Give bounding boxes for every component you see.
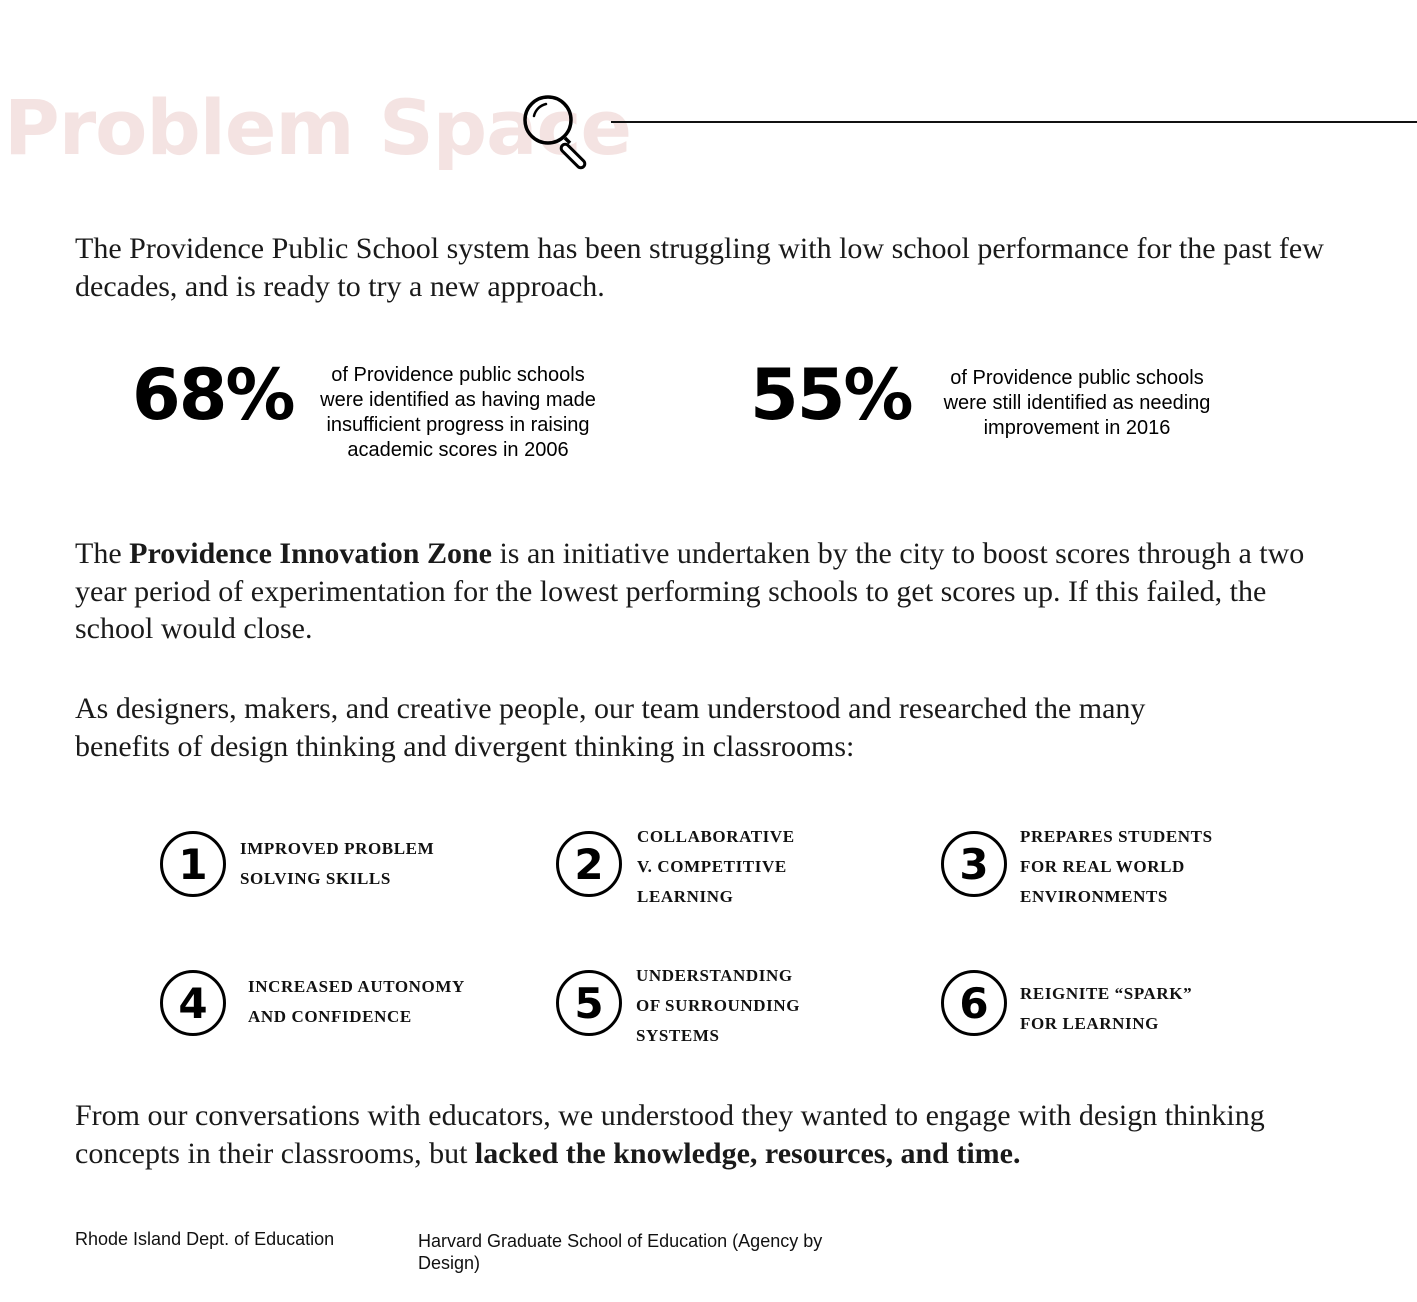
benefit-label-line: improved problem [240,839,435,858]
stat-value-2006: 68% [132,354,296,436]
source-ride: Rhode Island Dept. of Education [75,1229,335,1249]
number-6-icon: 6 [941,970,1007,1036]
stat-description-2016: of Providence public schools were still … [943,367,1211,439]
number-4-icon: 4 [160,970,226,1036]
conclusion-emphasis: lacked the knowledge, resources, and tim… [474,1136,1021,1170]
benefit-label: reignite “spark” for learning [1020,979,1192,1039]
benefit-label: improved problem solving skills [240,834,434,894]
innovation-zone-paragraph: The Providence Innovation Zone is an ini… [75,537,1305,645]
stat-description-2006: of Providence public schools were identi… [320,364,596,461]
source-harvard: Harvard Graduate School of Education (Ag… [418,1231,823,1273]
benefit-label: collaborative v. competitive learning [637,822,795,912]
innovation-zone-name: Providence Innovation Zone [129,537,492,570]
number-1-icon: 1 [160,831,226,897]
benefit-label-line: reignite “spark” [1020,984,1193,1003]
benefit-label-line: environments [1020,887,1168,906]
benefit-label-line: systems [636,1026,720,1045]
benefit-label-line: of surrounding [636,996,801,1015]
benefit-label-line: solving skills [240,869,391,888]
benefit-label: understanding of surrounding systems [636,961,800,1051]
number-3-icon: 3 [941,831,1007,897]
benefit-label-line: increased autonomy [248,977,465,996]
benefit-label-line: understanding [636,966,793,985]
number-2-icon: 2 [556,831,622,897]
benefit-label-line: learning [637,887,734,906]
intro-paragraph: The Providence Public School system has … [75,232,1324,303]
benefit-label: prepares students for real world environme… [1020,822,1213,912]
number-5-icon: 5 [556,970,622,1036]
benefits-intro-paragraph: As designers, makers, and creative peopl… [75,692,1146,763]
benefit-label: increased autonomy and confidence [248,972,465,1032]
magnifying-glass-icon [523,95,587,170]
stat-value-2016: 55% [750,354,914,436]
benefit-label-line: collaborative [637,827,795,846]
header-divider [611,121,1417,123]
benefit-label-line: and confidence [248,1007,412,1026]
benefit-label-line: v. competitive [637,857,787,876]
benefit-label-line: prepares students [1020,827,1213,846]
benefit-label-line: for real world [1020,857,1185,876]
benefit-label-line: for learning [1020,1014,1159,1033]
conclusion-paragraph: From our conversations with educators, w… [75,1099,1265,1170]
